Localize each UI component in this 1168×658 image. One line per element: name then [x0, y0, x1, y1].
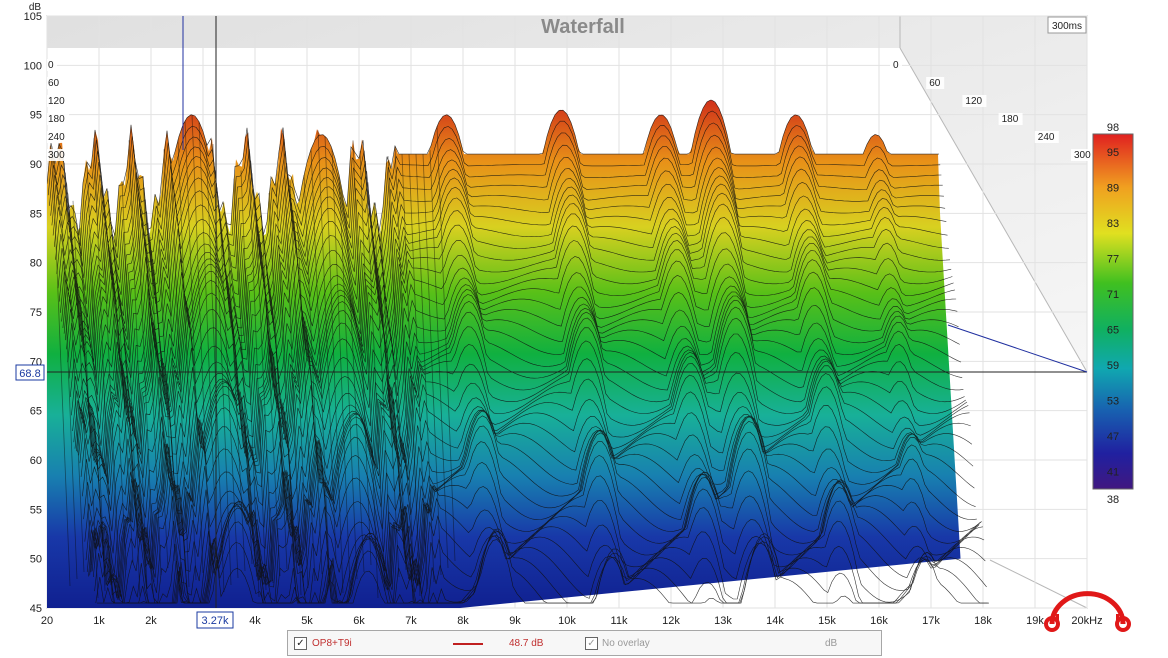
x-tick-label: 18k: [974, 615, 992, 627]
x-tick-label: 7k: [405, 615, 417, 627]
overlay-checkbox[interactable]: ✓: [585, 637, 598, 650]
colorbar-tick-label: 47: [1107, 431, 1119, 443]
x-tick-label: 14k: [766, 615, 784, 627]
y-tick-label: 90: [30, 159, 42, 171]
y-tick-label: 85: [30, 208, 42, 220]
series-value: 48.7 dB: [509, 638, 544, 649]
x-tick-label: 15k: [818, 615, 836, 627]
y-tick-label: 95: [30, 110, 42, 122]
time-axis-ticks-left: 0 60 120 180 240 300: [47, 59, 69, 161]
x-tick-label: 16k: [870, 615, 888, 627]
x-tick-label: 4k: [249, 615, 261, 627]
series-name: OP8+T9i: [312, 638, 352, 649]
y-tick-label: 45: [30, 603, 42, 615]
x-tick-label: 19k: [1026, 615, 1044, 627]
overlay-unit: dB: [825, 638, 838, 649]
cursor-depth-line: [947, 324, 1088, 373]
y-tick-label: 105: [24, 11, 42, 23]
time-tick-label: 180: [1002, 114, 1019, 125]
x-tick-label: 13k: [714, 615, 732, 627]
y-tick-label: 100: [24, 60, 42, 72]
x-axis-ticks: 201k2k3k4k5k6k7k8k9k10k11k12k13k14k15k16…: [41, 615, 1103, 627]
y-tick-label: 50: [30, 554, 42, 566]
colorbar-tick-label: 41: [1107, 466, 1119, 478]
x-tick-label: 20: [41, 615, 53, 627]
time-tick-label: 300: [1074, 150, 1091, 161]
cursor-x-label: 3.27k: [202, 615, 229, 627]
chart-title: Waterfall: [541, 16, 625, 38]
x-tick-label: 2k: [145, 615, 157, 627]
y-tick-label: 65: [30, 406, 42, 418]
colorbar-tick-label: 89: [1107, 182, 1119, 194]
x-tick-label: 10k: [558, 615, 576, 627]
x-tick-label: 8k: [457, 615, 469, 627]
cursor-y-label: 68.8: [19, 368, 40, 380]
series-line-swatch: [453, 643, 483, 645]
series-checkbox[interactable]: ✓: [294, 637, 307, 650]
time-axis-ticks-right: 0 60 120 180 240 300: [890, 59, 1095, 161]
color-scale: 98 95 89 83 77 71 65 59 53 47 41 38: [1092, 122, 1134, 506]
overlay-label: No overlay: [602, 638, 650, 649]
x-tick-label: 1k: [93, 615, 105, 627]
x-tick-label: 5k: [301, 615, 313, 627]
time-tick-label: 120: [965, 96, 982, 107]
x-tick-label: 17k: [922, 615, 940, 627]
x-tick-label: 9k: [509, 615, 521, 627]
time-tick-label-left: 0: [48, 60, 54, 71]
time-tick-label-left: 60: [48, 78, 60, 89]
colorbar-tick-label: 53: [1107, 395, 1119, 407]
colorbar-tick-label: 95: [1107, 147, 1119, 159]
x-tick-label: 11k: [611, 615, 628, 627]
x-tick-label: 20kHz: [1071, 615, 1102, 627]
waterfall-surface: [47, 99, 989, 608]
y-tick-label: 60: [30, 455, 42, 467]
colorbar-tick-label: 59: [1107, 360, 1119, 372]
time-tick-label-left: 120: [48, 96, 65, 107]
x-tick-label: 6k: [353, 615, 365, 627]
colorbar-tick-label: 98: [1107, 122, 1119, 134]
time-axis-label: 300ms: [1052, 21, 1082, 32]
colorbar-tick-label: 38: [1107, 494, 1119, 506]
time-tick-label: 60: [929, 78, 941, 89]
y-axis-unit: dB: [29, 2, 42, 13]
brand-logo-icon: [1044, 591, 1131, 632]
x-tick-label: 12k: [662, 615, 680, 627]
time-tick-label-left: 240: [48, 132, 65, 143]
y-tick-label: 80: [30, 258, 42, 270]
time-tick-label-left: 180: [48, 114, 65, 125]
time-tick-label: 0: [893, 60, 899, 71]
time-tick-label: 240: [1038, 132, 1055, 143]
y-tick-label: 55: [30, 504, 42, 516]
colorbar-tick-label: 65: [1107, 324, 1119, 336]
time-tick-label-left: 300: [48, 150, 65, 161]
colorbar-tick-label: 77: [1107, 253, 1119, 265]
colorbar-tick-label: 71: [1107, 289, 1119, 301]
legend-bar: ✓ OP8+T9i 48.7 dB ✓ No overlay dB: [287, 630, 882, 656]
y-tick-label: 75: [30, 307, 42, 319]
colorbar-tick-label: 83: [1107, 218, 1119, 230]
